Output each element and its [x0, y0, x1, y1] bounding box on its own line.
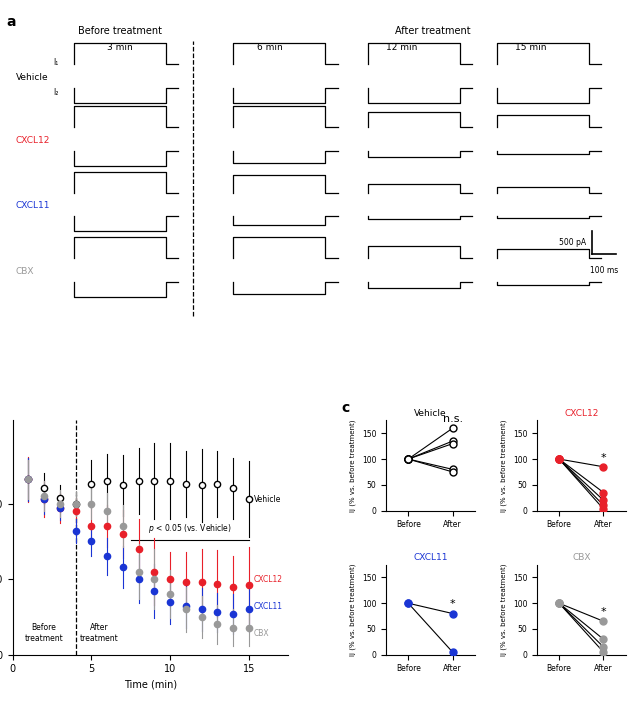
Text: *: * [600, 607, 606, 617]
Text: After
treatment: After treatment [80, 623, 119, 643]
Text: CXCL12: CXCL12 [16, 136, 50, 145]
Text: *: * [450, 599, 456, 610]
Text: CBX: CBX [253, 629, 269, 638]
Title: CBX: CBX [572, 553, 590, 562]
Text: 100 ms: 100 ms [590, 265, 618, 275]
Text: CBX: CBX [16, 267, 34, 276]
Text: 6 min: 6 min [257, 44, 283, 53]
Text: 500 pA: 500 pA [559, 238, 586, 247]
Y-axis label: Ij (% vs. before treatment): Ij (% vs. before treatment) [349, 563, 356, 656]
Text: Vehicle: Vehicle [16, 73, 48, 82]
Y-axis label: Ij (% vs. before treatment): Ij (% vs. before treatment) [501, 563, 507, 656]
X-axis label: Time (min): Time (min) [124, 680, 177, 690]
Text: Before treatment: Before treatment [78, 25, 162, 36]
Title: CXCL11: CXCL11 [413, 553, 447, 562]
Text: Vehicle: Vehicle [253, 494, 281, 503]
Text: Before
treatment: Before treatment [25, 623, 63, 643]
Text: *: * [600, 453, 606, 463]
Text: CXCL12: CXCL12 [253, 574, 283, 584]
Y-axis label: Ij (% vs. before treatment): Ij (% vs. before treatment) [501, 420, 507, 512]
Y-axis label: Ij (% vs. before treatment): Ij (% vs. before treatment) [349, 420, 356, 512]
Text: c: c [342, 401, 350, 415]
Text: n.s.: n.s. [442, 414, 463, 424]
Title: CXCL12: CXCL12 [564, 409, 599, 418]
Text: a: a [6, 15, 16, 29]
Text: 15 min: 15 min [515, 44, 547, 53]
Text: 3 min: 3 min [107, 44, 133, 53]
Text: CXCL11: CXCL11 [16, 201, 50, 210]
Text: CXCL11: CXCL11 [253, 602, 283, 611]
Text: I₂: I₂ [53, 88, 59, 97]
Title: Vehicle: Vehicle [414, 409, 447, 418]
Text: After treatment: After treatment [395, 25, 470, 36]
Text: 12 min: 12 min [386, 44, 418, 53]
Text: I₁: I₁ [53, 58, 59, 68]
Text: $p$ < 0.05 (vs. Vehicle): $p$ < 0.05 (vs. Vehicle) [148, 522, 232, 535]
